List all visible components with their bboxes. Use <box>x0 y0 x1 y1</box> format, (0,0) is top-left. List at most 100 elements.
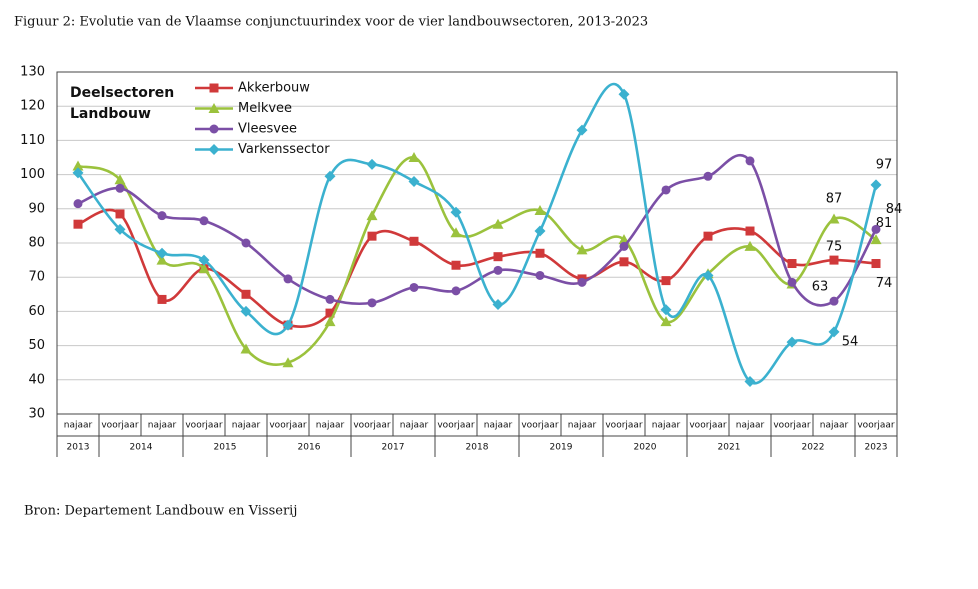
marker <box>451 260 461 270</box>
x-group-label: 2015 <box>214 443 237 453</box>
marker <box>576 244 588 255</box>
marker <box>209 83 219 93</box>
marker <box>325 294 335 304</box>
x-group-label: 2018 <box>466 443 489 453</box>
x-tick-label: najaar <box>736 421 765 431</box>
marker <box>618 88 630 100</box>
data-label: 74 <box>876 276 893 291</box>
marker <box>660 316 672 327</box>
x-tick-label: voorjaar <box>437 421 475 431</box>
marker <box>367 231 377 241</box>
marker <box>282 319 294 331</box>
x-group-label: 2023 <box>865 443 888 453</box>
y-tick-label: 100 <box>20 167 45 182</box>
marker <box>198 263 210 274</box>
marker <box>241 289 251 299</box>
marker <box>156 254 168 265</box>
marker <box>408 175 420 187</box>
series-line <box>77 153 878 307</box>
x-tick-label: voorjaar <box>101 421 139 431</box>
legend-title: Deelsectoren <box>70 85 174 101</box>
x-tick-label: voorjaar <box>773 421 811 431</box>
marker <box>619 257 629 267</box>
marker <box>208 144 220 155</box>
y-tick-label: 30 <box>28 407 45 422</box>
x-tick-label: najaar <box>148 421 177 431</box>
legend-label: Vleesvee <box>238 122 297 137</box>
marker <box>282 357 294 368</box>
x-group-label: 2016 <box>298 443 321 453</box>
marker <box>787 259 797 269</box>
x-tick-label: voorjaar <box>269 421 307 431</box>
marker <box>115 209 125 219</box>
marker <box>745 156 755 166</box>
marker <box>72 160 84 171</box>
marker <box>156 247 168 259</box>
x-tick-label: voorjaar <box>689 421 727 431</box>
marker <box>786 336 798 348</box>
marker <box>703 231 713 241</box>
x-group-label: 2020 <box>634 443 657 453</box>
x-tick-label: voorjaar <box>857 421 895 431</box>
marker <box>702 269 714 281</box>
marker <box>829 255 839 265</box>
legend-label: Akkerbouw <box>238 81 310 96</box>
marker <box>157 211 167 221</box>
marker <box>367 298 377 308</box>
x-tick-label: najaar <box>652 421 681 431</box>
marker <box>870 234 882 245</box>
legend-title: Landbouw <box>70 106 151 122</box>
y-tick-label: 110 <box>20 133 45 148</box>
x-tick-label: najaar <box>484 421 513 431</box>
marker <box>72 167 84 179</box>
x-tick-label: najaar <box>64 421 93 431</box>
marker <box>870 179 882 191</box>
marker <box>661 185 671 195</box>
y-tick-label: 120 <box>20 99 45 114</box>
y-tick-label: 90 <box>28 201 45 216</box>
marker <box>199 216 209 226</box>
marker <box>283 274 293 284</box>
marker <box>871 224 881 234</box>
x-group-label: 2021 <box>718 443 741 453</box>
marker <box>493 265 503 275</box>
marker <box>115 183 125 193</box>
x-tick-label: najaar <box>232 421 261 431</box>
data-label: 87 <box>826 192 843 207</box>
marker <box>576 124 588 136</box>
marker <box>829 296 839 306</box>
chart-title: Figuur 2: Evolutie van de Vlaamse conjun… <box>14 15 648 30</box>
marker <box>535 270 545 280</box>
marker <box>73 199 83 209</box>
x-group-label: 2022 <box>802 443 825 453</box>
marker <box>661 276 671 286</box>
marker <box>409 236 419 246</box>
marker <box>828 326 840 338</box>
marker <box>492 218 504 229</box>
marker <box>450 227 462 238</box>
y-tick-label: 50 <box>28 338 45 353</box>
x-tick-label: najaar <box>820 421 849 431</box>
marker <box>366 210 378 221</box>
marker <box>744 240 756 251</box>
x-group-label: 2019 <box>550 443 573 453</box>
x-group-label: 2017 <box>382 443 405 453</box>
y-tick-label: 70 <box>28 270 45 285</box>
y-tick-label: 60 <box>28 304 45 319</box>
marker <box>787 277 797 287</box>
marker <box>325 308 335 318</box>
marker <box>493 252 503 262</box>
marker <box>324 316 336 327</box>
x-tick-label: voorjaar <box>353 421 391 431</box>
marker <box>73 219 83 229</box>
x-tick-label: voorjaar <box>521 421 559 431</box>
marker <box>492 299 504 311</box>
marker <box>409 282 419 292</box>
x-tick-label: najaar <box>400 421 429 431</box>
y-tick-label: 80 <box>28 236 45 251</box>
y-tick-label: 40 <box>28 372 45 387</box>
marker <box>240 343 252 354</box>
marker <box>534 205 546 216</box>
x-tick-label: voorjaar <box>185 421 223 431</box>
marker <box>157 294 167 304</box>
